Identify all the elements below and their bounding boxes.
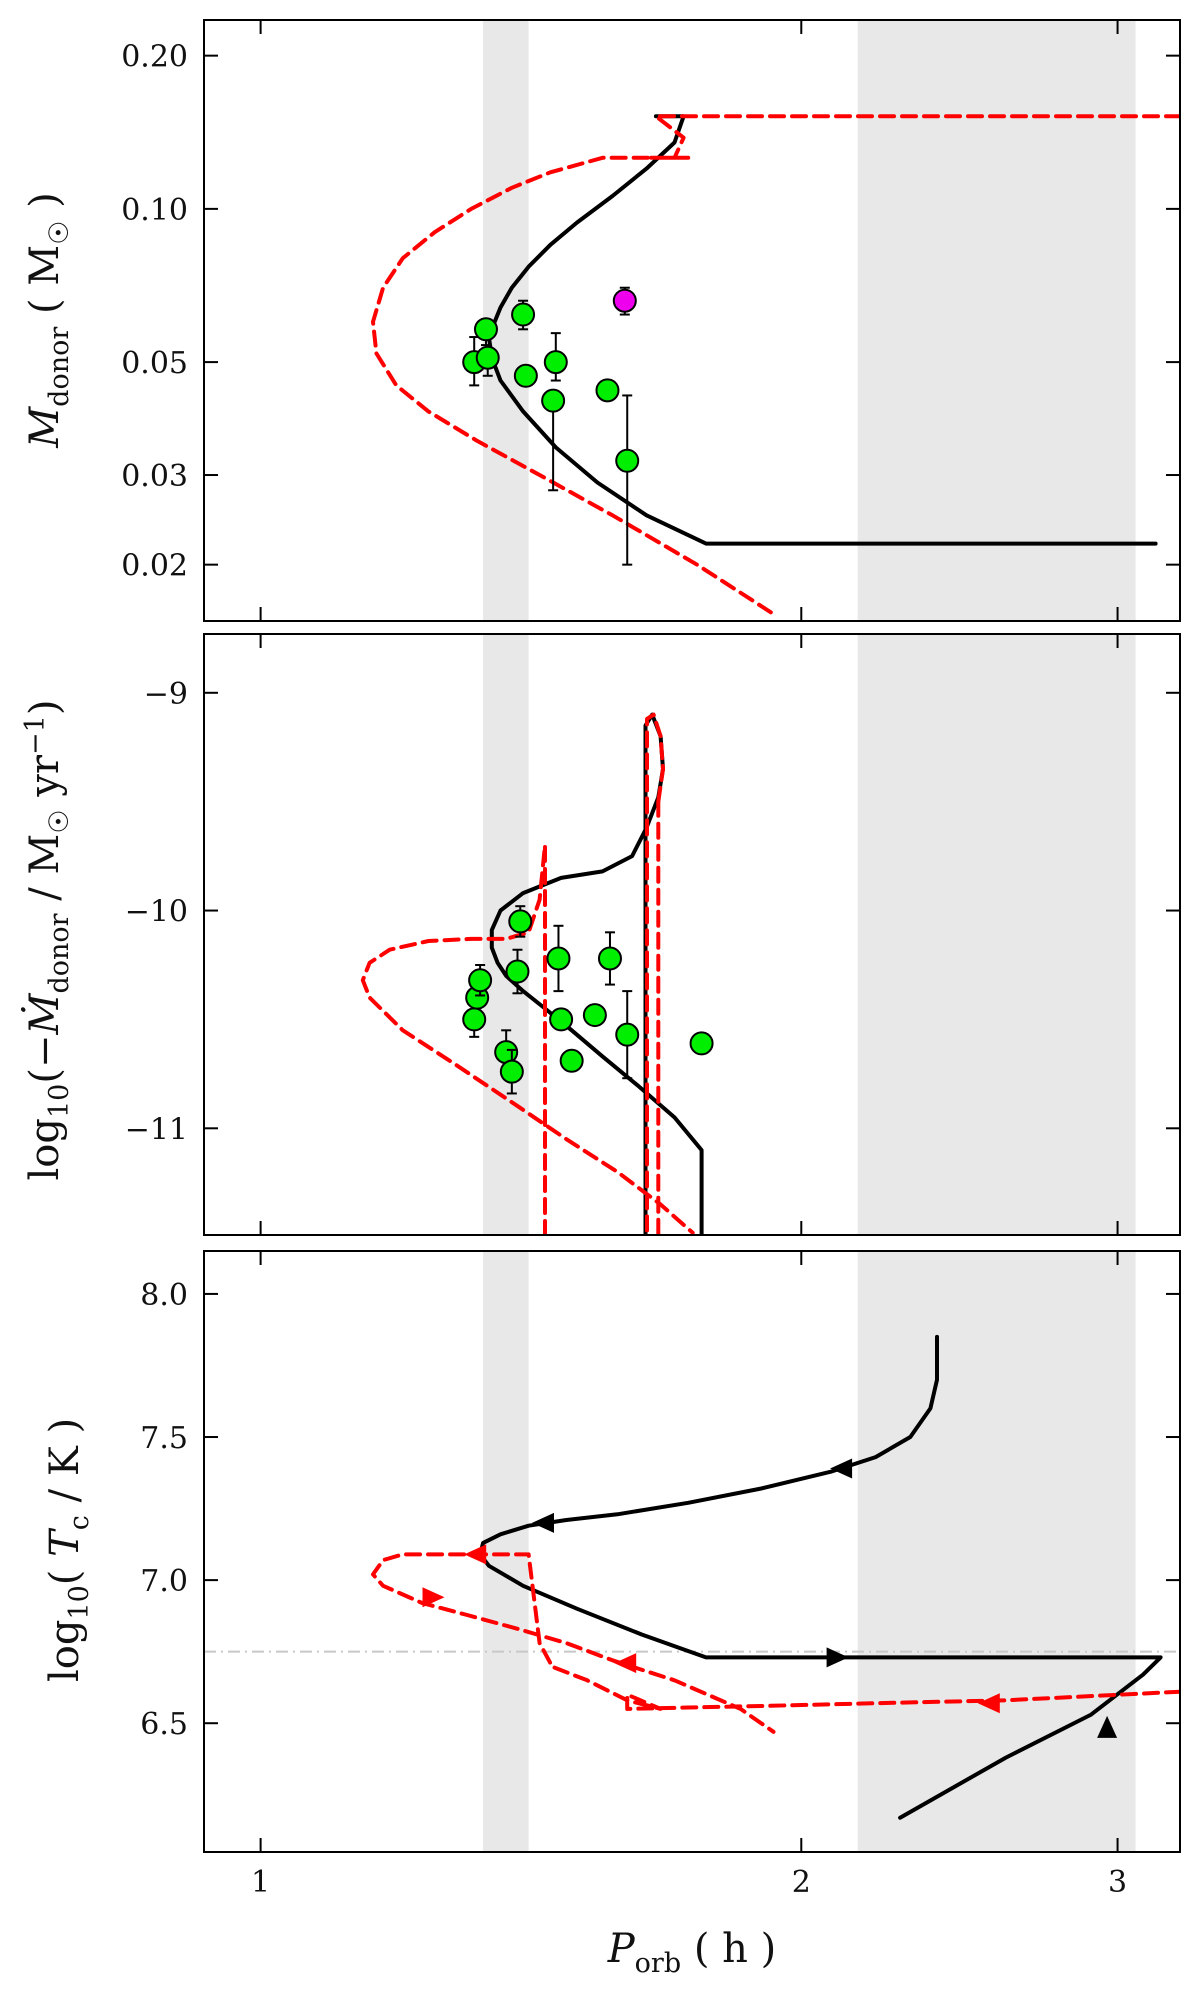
series-model-dashed xyxy=(371,1552,1180,1734)
panel-donor-mass: 0.20 0.10 0.05 0.03 0.02 Mdonor ( M☉ ) xyxy=(22,19,1181,622)
y-axis-ticks: −9 −10 −11 xyxy=(125,677,1180,1147)
y-axis-title: Mdonor ( M☉ ) xyxy=(22,192,75,449)
data-point-4 xyxy=(511,302,536,327)
x-axis-tick-labels: 1 2 3 xyxy=(251,1865,1127,1900)
shaded-bands xyxy=(483,1251,1136,1852)
data-point-10 xyxy=(612,288,637,313)
model-curves xyxy=(371,1334,1180,1820)
data-point-3 xyxy=(475,345,500,370)
data-point-3 xyxy=(468,968,493,993)
series-model-solid xyxy=(486,114,1158,546)
shaded-band-2 xyxy=(857,634,1136,1235)
y-tick-label: 0.03 xyxy=(121,459,188,494)
direction-arrow-6 xyxy=(422,1587,445,1608)
y-tick-label: 0.20 xyxy=(121,40,188,75)
y-axis-title: log10( Tc / K ) xyxy=(42,1418,95,1682)
y-axis-ticks: 0.20 0.10 0.05 0.03 0.02 xyxy=(121,40,1180,584)
y-tick-label: 8.0 xyxy=(140,1278,188,1313)
direction-arrow-4 xyxy=(1097,1715,1118,1738)
shaded-band-1 xyxy=(483,1251,529,1852)
data-point-1 xyxy=(462,1007,487,1032)
panel-frame xyxy=(203,1250,1181,1853)
data-point-14 xyxy=(689,1031,714,1056)
data-point-9 xyxy=(549,1007,574,1032)
x-axis-ticks xyxy=(259,20,1119,621)
data-point-8 xyxy=(546,946,571,971)
shaded-bands xyxy=(483,20,1136,621)
data-point-2 xyxy=(473,317,498,342)
y-axis-ticks: 8.0 7.5 7.0 6.5 xyxy=(140,1278,1180,1742)
y-tick-label: −10 xyxy=(125,895,188,930)
data-point-4 xyxy=(494,1040,519,1065)
model-curves xyxy=(371,114,1180,616)
y-tick-label: 7.0 xyxy=(140,1564,188,1599)
series-model-solid xyxy=(478,1334,1163,1820)
data-point-6 xyxy=(508,909,533,934)
shaded-band-2 xyxy=(857,20,1136,621)
series-model-dashed-1 xyxy=(645,712,665,1235)
y-tick-label: −9 xyxy=(144,677,188,712)
y-tick-label: 0.05 xyxy=(121,346,188,381)
data-point-11 xyxy=(582,1003,607,1028)
direction-arrow-2 xyxy=(532,1512,554,1533)
panel-frame xyxy=(203,633,1181,1236)
direction-arrow-1 xyxy=(830,1458,853,1479)
direction-arrow-5 xyxy=(464,1544,487,1565)
data-point-9 xyxy=(615,448,640,473)
observed-points xyxy=(462,905,714,1095)
x-axis-ticks xyxy=(259,634,1119,1235)
direction-arrows xyxy=(422,1458,1118,1738)
data-point-6 xyxy=(543,350,568,375)
shaded-band-2 xyxy=(857,1251,1136,1852)
direction-arrow-8 xyxy=(977,1693,1000,1714)
data-point-5 xyxy=(499,1059,524,1084)
y-tick-label: −11 xyxy=(125,1112,188,1147)
x-axis-title: Porb ( h ) xyxy=(607,1926,777,1979)
data-point-13 xyxy=(615,1022,640,1047)
data-point-10 xyxy=(559,1048,584,1073)
series-model-dashed xyxy=(371,114,1180,616)
x-tick-label: 2 xyxy=(792,1865,811,1900)
y-tick-label: 0.10 xyxy=(121,193,188,228)
data-point-5 xyxy=(513,363,538,388)
x-tick-label: 1 xyxy=(251,1865,270,1900)
panel-frame xyxy=(203,19,1181,622)
x-tick-label: 3 xyxy=(1108,1865,1127,1900)
direction-arrow-3 xyxy=(826,1647,849,1668)
shaded-bands xyxy=(483,634,1136,1235)
panel-mass-transfer-rate: −9 −10 −11 log10(−Ṁdonor / M☉ yr−1) xyxy=(20,633,1181,1236)
y-axis-title: log10(−Ṁdonor / M☉ yr−1) xyxy=(20,700,75,1181)
y-tick-label: 0.02 xyxy=(121,549,188,584)
data-point-7 xyxy=(541,388,566,413)
y-tick-label: 6.5 xyxy=(140,1707,188,1742)
panel-core-temperature: 8.0 7.5 7.0 6.5 1 2 3 log10( Tc / K ) xyxy=(42,1250,1181,1900)
x-axis-ticks xyxy=(259,1251,1119,1852)
y-tick-label: 7.5 xyxy=(140,1421,188,1456)
data-point-12 xyxy=(597,946,622,971)
data-point-7 xyxy=(505,959,530,984)
data-point-8 xyxy=(595,378,620,403)
observed-points xyxy=(462,286,640,566)
model-curves xyxy=(360,712,704,1235)
direction-arrow-7 xyxy=(614,1653,637,1674)
